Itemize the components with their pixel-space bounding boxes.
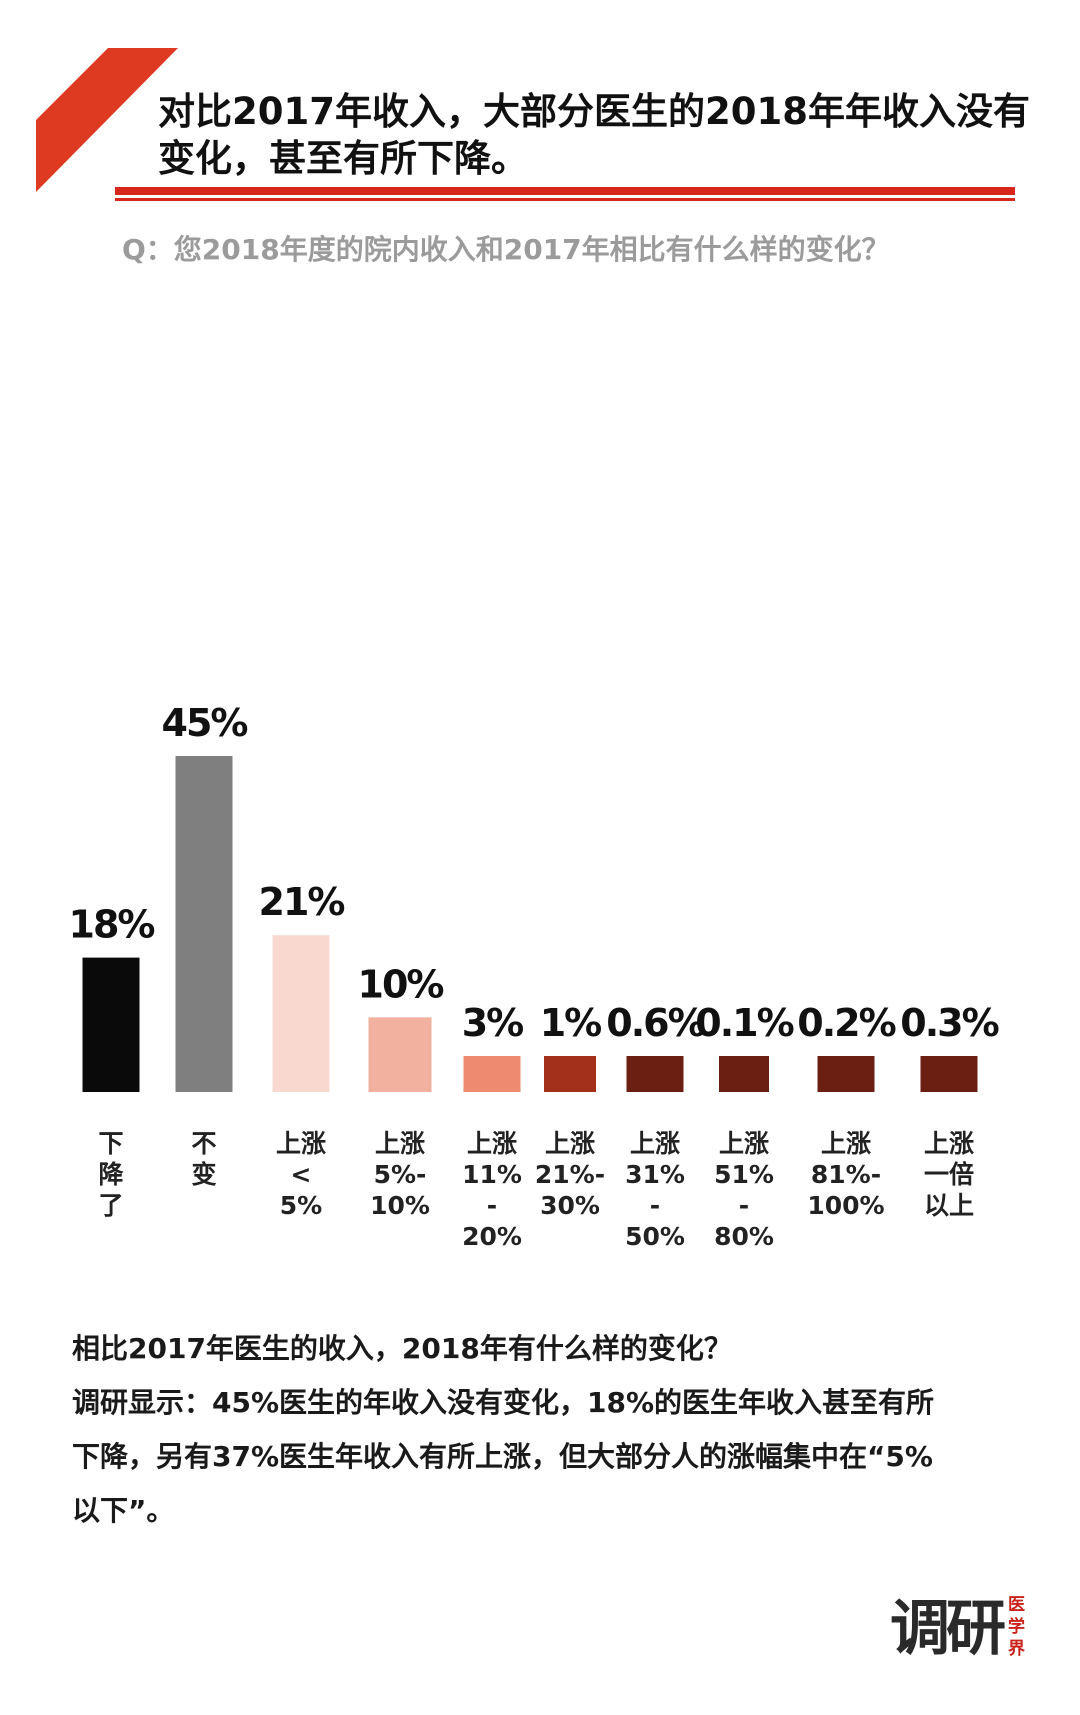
category-label: 上涨 51% -80% [699,1128,789,1252]
bar-value-label: 0.1% [695,1001,793,1045]
page-title: 对比2017年收入，大部分医生的2018年年收入没有变化，甚至有所下降。 [158,90,1030,180]
category-label-line: 不 [191,1129,217,1158]
bar-value-label: 21% [259,880,345,924]
category-label: 上涨 5%- 10% [355,1128,445,1221]
category-label: 上涨 11% -20% [447,1128,537,1252]
category-label: 上涨 81%- 100% [801,1128,891,1221]
bar-value-label: 18% [69,903,155,947]
bar-value-label: 0.2% [797,1001,895,1045]
bar-10 [920,1056,978,1092]
category-label: 上涨 21%- 30% [525,1128,615,1221]
logo-wordmark: 调研 [890,1594,1006,1664]
category-label-line: 100% [807,1191,885,1220]
category-label-line: - [738,1191,750,1220]
brand-logo: 调研 医学界 [890,1590,1030,1670]
category-label-line: 51% [714,1160,774,1189]
category-label-line: 10% [370,1191,430,1220]
bar-4 [368,1017,432,1092]
bar-value-label: 0.6% [606,1001,704,1045]
category-label-line: 上涨 [544,1129,595,1158]
category-label-line: 20% [462,1222,522,1251]
category-label-line: 上涨 [466,1129,517,1158]
category-label-line: 上涨 [923,1129,974,1158]
category-label-line: 5%- [373,1160,427,1189]
summary-question: 相比2017年医生的收入，2018年有什么样的变化？ [72,1332,732,1365]
category-label-line: 81%- [810,1160,882,1189]
category-label: 下降了 [66,1128,156,1221]
category-label-line: 上涨 [820,1129,871,1158]
bar-3 [272,935,330,1092]
bar-value-label: 0.3% [900,1001,998,1045]
category-label: 不变 [159,1128,249,1190]
bar-1 [82,957,140,1092]
category-label-line: - [486,1191,498,1220]
bar-value-label: 3% [462,1001,523,1045]
category-label-line: 50% [625,1222,685,1251]
category-label-line: 下 [98,1129,124,1158]
category-label-line: 上涨 [718,1129,769,1158]
summary-line-3: 以下”。 [72,1494,175,1527]
bar-9 [817,1056,875,1092]
category-label-line: 30% [540,1191,600,1220]
bar-value-label: 10% [358,962,444,1006]
bar-7 [626,1056,684,1092]
category-label-line: 上涨 [629,1129,680,1158]
bar-chart: 18% 45% 21% 10% 3% 1% 0.6%0.1% 0.2% 0.3% [69,701,1001,1092]
bar-value-label: 45% [162,701,248,745]
category-label-line: 上涨 [275,1129,326,1158]
survey-question: Q：您2018年度的院内收入和2017年相比有什么样的变化？ [122,233,890,266]
category-label-line: 上涨 [374,1129,425,1158]
category-label: 上涨 <5% [256,1128,346,1221]
category-label: 上涨 一倍 以上 [904,1128,994,1221]
title-divider-thin [115,198,1015,201]
category-label-line: 一倍 [923,1160,974,1189]
bar-5 [463,1056,521,1092]
title-divider-thick [115,187,1015,195]
summary-line-2: 下降，另有37%医生年收入有所上涨，但大部分人的涨幅集中在“5% [72,1440,933,1473]
bar-6 [544,1056,596,1092]
bar-value-label: 1% [540,1001,601,1045]
bar-8 [719,1056,769,1092]
category-label-line: < [290,1160,312,1189]
summary-block: 相比2017年医生的收入，2018年有什么样的变化？ 调研显示：45%医生的年收… [72,1322,1022,1538]
category-label-line: 5% [279,1191,323,1220]
category-label-line: - [649,1191,661,1220]
logo-subtext: 医学界 [1008,1595,1025,1659]
bar-2 [175,756,233,1092]
category-label-line: 以上 [923,1191,974,1220]
corner-accent-shape [36,48,178,192]
category-label-line: 降 [98,1160,124,1189]
category-label-line: 21%- [534,1160,606,1189]
category-label-line: 11% [462,1160,522,1189]
category-label-line: 80% [714,1222,774,1251]
category-label: 上涨 31% -50% [610,1128,700,1252]
category-label-line: 31% [625,1160,685,1189]
summary-line-1: 调研显示：45%医生的年收入没有变化，18%的医生年收入甚至有所 [72,1386,935,1419]
category-label-line: 变 [191,1160,217,1189]
category-label-line: 了 [98,1191,124,1220]
